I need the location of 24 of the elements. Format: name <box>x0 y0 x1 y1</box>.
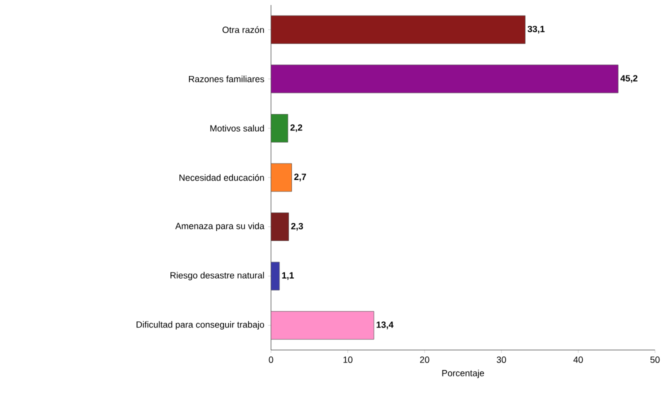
data-label: 2,7 <box>294 174 306 182</box>
y-tick-label: Dificultad para conseguir trabajo <box>136 321 264 330</box>
x-tick-label: 50 <box>650 356 660 363</box>
x-tick-label: 0 <box>268 356 274 363</box>
y-tick-label: Riesgo desastre natural <box>170 272 264 280</box>
y-tick-label: Amenaza para su vida <box>175 222 264 231</box>
bar <box>271 163 292 192</box>
y-tick-label: Motivos salud <box>210 124 264 132</box>
x-tick-label: 40 <box>573 356 583 363</box>
data-label: 45,2 <box>620 75 638 83</box>
data-label: 33,1 <box>528 26 545 34</box>
bar <box>271 15 526 44</box>
x-tick-label: 30 <box>496 356 506 363</box>
x-axis-title: Porcentaje <box>442 370 484 378</box>
x-tick-label: 10 <box>344 356 352 363</box>
data-label: 1,1 <box>282 272 294 280</box>
data-label: 13,4 <box>376 322 394 330</box>
x-tick-label: 20 <box>420 356 430 363</box>
data-label: 2,3 <box>291 222 303 231</box>
bar <box>271 212 289 241</box>
y-tick-label: Necesidad educación <box>179 174 264 181</box>
y-tick-label: Razones familiares <box>188 76 264 82</box>
data-label: 2,2 <box>290 124 302 132</box>
y-tick-label: Otra razón <box>222 26 264 33</box>
